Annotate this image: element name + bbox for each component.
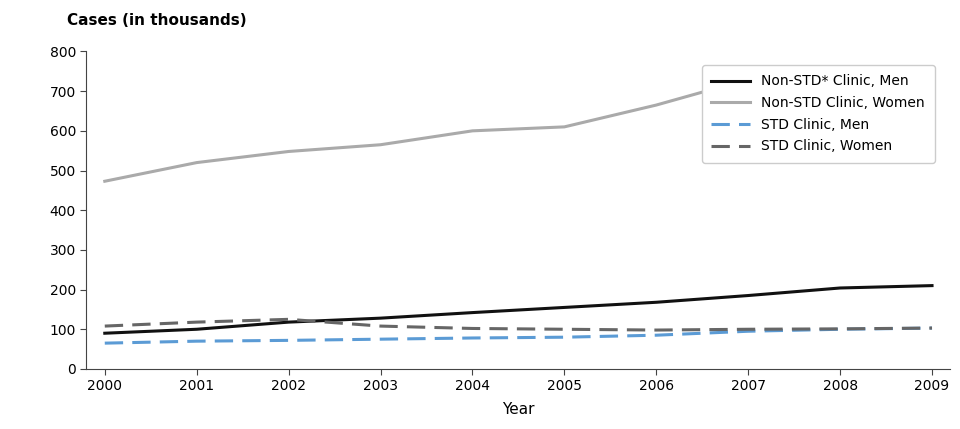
- Non-STD Clinic, Women: [467, 128, 478, 133]
- STD Clinic, Women: [467, 326, 478, 331]
- Non-STD* Clinic, Men: [191, 327, 203, 332]
- STD Clinic, Men: [467, 335, 478, 341]
- Non-STD Clinic, Women: [559, 124, 570, 130]
- Non-STD Clinic, Women: [926, 73, 938, 78]
- STD Clinic, Women: [283, 317, 295, 322]
- STD Clinic, Women: [99, 323, 110, 329]
- Non-STD* Clinic, Men: [926, 283, 938, 288]
- Non-STD* Clinic, Men: [742, 293, 754, 298]
- Non-STD Clinic, Women: [834, 76, 846, 81]
- STD Clinic, Men: [834, 327, 846, 332]
- Non-STD Clinic, Women: [191, 160, 203, 165]
- STD Clinic, Men: [651, 332, 662, 338]
- Line: Non-STD Clinic, Women: Non-STD Clinic, Women: [105, 76, 932, 181]
- STD Clinic, Men: [191, 338, 203, 344]
- STD Clinic, Men: [926, 326, 938, 331]
- Legend: Non-STD* Clinic, Men, Non-STD Clinic, Women, STD Clinic, Men, STD Clinic, Women: Non-STD* Clinic, Men, Non-STD Clinic, Wo…: [702, 65, 935, 163]
- STD Clinic, Women: [926, 326, 938, 331]
- STD Clinic, Women: [651, 327, 662, 332]
- STD Clinic, Women: [834, 326, 846, 332]
- STD Clinic, Men: [559, 335, 570, 340]
- Non-STD Clinic, Women: [374, 142, 386, 147]
- Non-STD* Clinic, Men: [651, 300, 662, 305]
- Non-STD Clinic, Women: [283, 149, 295, 154]
- STD Clinic, Women: [559, 327, 570, 332]
- STD Clinic, Men: [374, 337, 386, 342]
- Non-STD Clinic, Women: [99, 178, 110, 184]
- Non-STD* Clinic, Men: [374, 316, 386, 321]
- STD Clinic, Women: [374, 323, 386, 329]
- Non-STD* Clinic, Men: [834, 285, 846, 290]
- Non-STD Clinic, Women: [742, 77, 754, 82]
- Line: STD Clinic, Men: STD Clinic, Men: [105, 328, 932, 343]
- Non-STD Clinic, Women: [651, 103, 662, 108]
- STD Clinic, Women: [191, 320, 203, 325]
- STD Clinic, Women: [742, 327, 754, 332]
- Non-STD* Clinic, Men: [559, 305, 570, 310]
- Line: STD Clinic, Women: STD Clinic, Women: [105, 319, 932, 330]
- Non-STD* Clinic, Men: [283, 320, 295, 325]
- Line: Non-STD* Clinic, Men: Non-STD* Clinic, Men: [105, 286, 932, 333]
- X-axis label: Year: Year: [502, 402, 535, 417]
- Non-STD* Clinic, Men: [99, 331, 110, 336]
- STD Clinic, Men: [742, 329, 754, 334]
- Text: Cases (in thousands): Cases (in thousands): [67, 13, 247, 28]
- STD Clinic, Men: [99, 341, 110, 346]
- STD Clinic, Men: [283, 338, 295, 343]
- Non-STD* Clinic, Men: [467, 310, 478, 315]
